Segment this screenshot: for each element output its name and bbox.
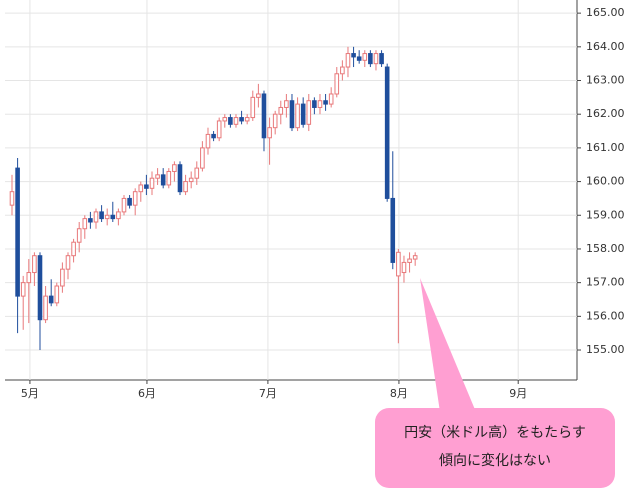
- candle-body: [183, 181, 188, 193]
- candle-body: [160, 174, 166, 186]
- candle-body: [373, 53, 379, 65]
- candle-body: [37, 255, 43, 321]
- candle-body: [9, 191, 15, 206]
- candle-body: [317, 100, 323, 108]
- x-tick-label: 9月: [509, 387, 527, 400]
- candle-body: [306, 100, 312, 125]
- candle-body: [396, 251, 401, 277]
- candle-body: [26, 272, 32, 284]
- candle-body: [177, 164, 183, 193]
- candle-body: [166, 170, 172, 186]
- candle-body: [71, 241, 76, 257]
- y-tick-label: 159.00: [586, 208, 625, 221]
- x-tick-label: 7月: [259, 387, 277, 400]
- annotation: 傾向に変化はない: [439, 452, 551, 469]
- y-tick-label: 163.00: [586, 74, 625, 87]
- candle-body: [32, 255, 37, 274]
- candle-body: [116, 211, 121, 220]
- candle-body: [104, 214, 110, 220]
- candle-body: [261, 93, 267, 139]
- candle-body: [149, 177, 155, 189]
- y-tick-label: 156.00: [586, 309, 625, 322]
- candle-body: [412, 255, 418, 260]
- candle-body: [379, 53, 384, 65]
- candle-body: [289, 100, 295, 129]
- candle-body: [340, 66, 345, 75]
- y-tick-label: 165.00: [586, 6, 625, 19]
- candle-body: [132, 191, 138, 206]
- candle-body: [233, 117, 239, 125]
- candle-body: [20, 282, 26, 297]
- candle-body: [194, 167, 200, 179]
- candle-body: [200, 147, 205, 169]
- y-tick-label: 160.00: [586, 175, 625, 188]
- candle-body: [211, 133, 216, 139]
- x-tick-label: 6月: [138, 387, 156, 400]
- candle-body: [127, 197, 132, 206]
- annotation: 円安（米ドル高）をもたらす: [404, 424, 586, 441]
- candle-body: [390, 197, 396, 263]
- x-tick-label: 8月: [390, 387, 408, 400]
- y-tick-label: 161.00: [586, 141, 625, 154]
- candle-body: [216, 120, 222, 139]
- candle-body: [300, 103, 306, 125]
- candle-body: [384, 66, 390, 199]
- candle-body: [312, 100, 317, 108]
- candle-body: [345, 53, 351, 68]
- candle-body: [88, 218, 93, 223]
- candle-body: [82, 218, 88, 230]
- x-tick-label: 5月: [21, 387, 39, 400]
- y-tick-label: 162.00: [586, 107, 625, 120]
- candle-body: [110, 214, 116, 220]
- candle-body: [228, 117, 233, 125]
- candle-body: [407, 258, 412, 263]
- candle-body: [295, 103, 300, 129]
- y-tick-label: 157.00: [586, 276, 625, 289]
- candle-body: [172, 164, 177, 172]
- y-tick-label: 155.00: [586, 343, 625, 356]
- candle-body: [144, 184, 149, 189]
- candle-body: [121, 197, 127, 213]
- candle-body: [76, 228, 82, 243]
- candle-body: [244, 117, 250, 122]
- candle-body: [362, 53, 368, 61]
- candle-body: [401, 261, 407, 274]
- candle-body: [368, 53, 373, 65]
- candle-body: [138, 184, 144, 193]
- candle-body: [93, 211, 99, 223]
- candle-body: [99, 211, 104, 220]
- candle-body: [267, 127, 272, 139]
- candle-body: [15, 167, 20, 297]
- candle-body: [205, 133, 211, 149]
- candle-body: [250, 96, 256, 119]
- y-tick-label: 158.00: [586, 242, 625, 255]
- callout-pointer: [420, 278, 476, 412]
- candle-body: [155, 174, 160, 179]
- plot: [5, 0, 581, 384]
- candle-body: [222, 117, 228, 122]
- candle-body: [278, 106, 284, 115]
- candle-body: [239, 117, 244, 122]
- candle-body: [351, 53, 356, 58]
- y-tick-label: 164.00: [586, 40, 625, 53]
- candle-body: [48, 295, 54, 304]
- candle-body: [188, 177, 194, 183]
- candle-body: [43, 295, 48, 321]
- candle-body: [284, 100, 289, 108]
- candle-body: [323, 100, 328, 105]
- candle-body: [256, 93, 261, 98]
- candle-body: [356, 56, 362, 61]
- candle-body: [334, 73, 340, 95]
- candle-body: [272, 113, 278, 129]
- candle-body: [65, 255, 71, 270]
- candle-body: [54, 285, 60, 304]
- candle-body: [60, 268, 65, 287]
- callout-box: [375, 408, 615, 488]
- candle-body: [328, 93, 334, 105]
